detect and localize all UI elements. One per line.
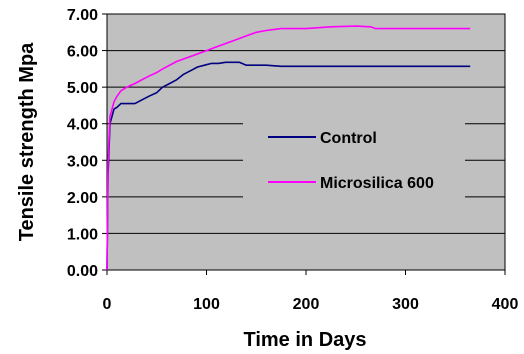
x-axis-title: Time in Days [243,329,366,351]
y-tick-label: 6.00 [67,44,98,61]
y-tick-label: 5.00 [67,80,98,97]
y-tick-label: 1.00 [67,226,98,243]
x-tick-label: 200 [293,296,320,313]
x-tick-labels: 0 100 200 300 400 [103,270,519,313]
y-tick-labels: 0.00 1.00 2.00 3.00 4.00 5.00 6.00 7.00 [67,7,107,280]
y-tick-label: 2.00 [67,190,98,207]
x-tick-label: 0 [103,296,112,313]
x-tick-label: 300 [392,296,419,313]
y-tick-label: 4.00 [67,117,98,134]
x-tick-label: 400 [492,296,519,313]
y-axis-title: Tensile strength Mpa [16,42,38,241]
y-tick-label: 3.00 [67,153,98,170]
legend: Control Microsilica 600 [243,118,465,200]
y-tick-label: 0.00 [67,263,98,280]
legend-label-control: Control [320,130,377,147]
legend-label-microsilica: Microsilica 600 [320,175,434,192]
y-tick-label: 7.00 [67,7,98,24]
x-tick-label: 100 [193,296,220,313]
